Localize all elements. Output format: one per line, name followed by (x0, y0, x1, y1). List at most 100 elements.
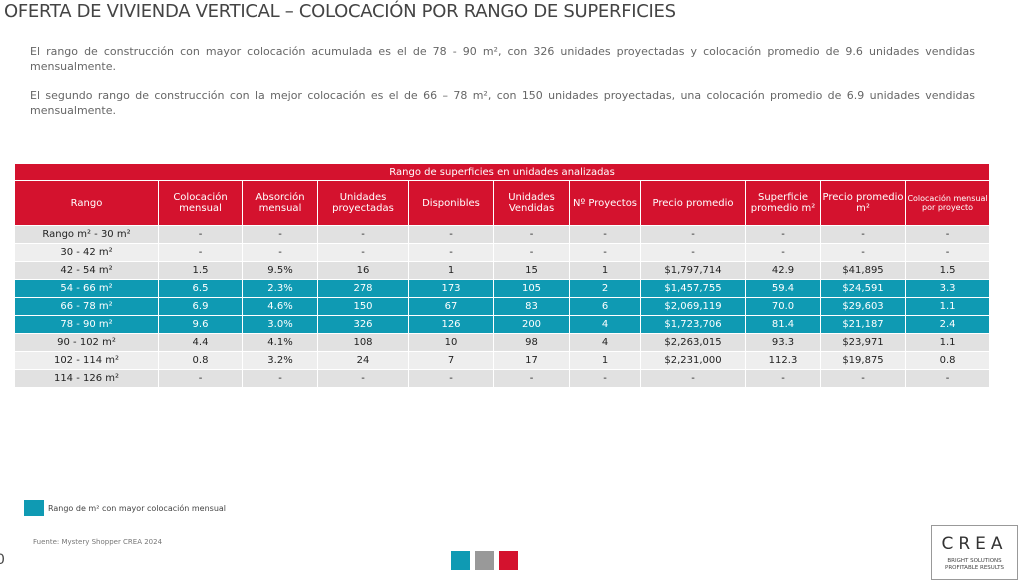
table-cell: 173 (408, 279, 494, 298)
logo: CREA BRIGHT SOLUTIONS PROFITABLE RESULTS (931, 525, 1018, 580)
title: OFERTA DE VIVIENDA VERTICAL – COLOCACIÓN… (4, 1, 676, 22)
table-cell: 42.9 (745, 261, 821, 280)
table-cell: 4 (569, 315, 641, 334)
decor-square (499, 551, 518, 570)
table-cell: 70.0 (745, 297, 821, 316)
table-cell: - (408, 225, 494, 244)
table-cell: 98 (493, 333, 570, 352)
table-cell: 108 (317, 333, 409, 352)
logo-tagline: PROFITABLE RESULTS (945, 565, 1004, 571)
table-cell: 6.5 (158, 279, 243, 298)
column-header: Unidades proyectadas (317, 180, 409, 226)
table-cell: - (493, 369, 570, 388)
table-row: Rango m² - 30 m² - - - - - - - - - - (14, 225, 991, 244)
table-cell: 90 - 102 m² (14, 333, 159, 352)
table-cell: - (158, 243, 243, 262)
table-cell: 150 (317, 297, 409, 316)
table-cell: $1,457,755 (640, 279, 746, 298)
table-cell: $24,591 (820, 279, 906, 298)
table-caption: Rango de superficies en unidades analiza… (13, 163, 991, 181)
table-cell: - (904, 243, 991, 262)
table-cell: 3.2% (242, 351, 318, 370)
table-cell: 4.6% (242, 297, 318, 316)
table-cell: 2.3% (242, 279, 318, 298)
column-header: Rango (14, 180, 159, 226)
table-cell: - (569, 243, 641, 262)
column-header: Nº Proyectos (569, 180, 641, 226)
table-cell: 7 (408, 351, 494, 370)
table-cell: 1 (569, 351, 641, 370)
table-cell: - (569, 369, 641, 388)
table-cell: 24 (317, 351, 409, 370)
table-cell: 66 - 78 m² (14, 297, 159, 316)
table-row: 42 - 54 m² 1.5 9.5% 16 1 15 1 $1,797,714 42.9 $41… (14, 261, 991, 280)
table-cell: 83 (493, 297, 570, 316)
logo-tagline: BRIGHT SOLUTIONS (947, 558, 1002, 564)
table-cell: 6 (569, 297, 641, 316)
table-cell: - (242, 225, 318, 244)
column-header: Disponibles (408, 180, 494, 226)
table-cell: - (408, 369, 494, 388)
table-cell: $2,069,119 (640, 297, 746, 316)
table-cell: $2,231,000 (640, 351, 746, 370)
table-cell: - (820, 369, 906, 388)
table-row: 54 - 66 m² 6.5 2.3% 278 173 105 2 $1,457,755 59.… (14, 279, 991, 298)
logo-name: CREA (941, 534, 1008, 554)
table-cell: 1.5 (904, 261, 991, 280)
table-cell: 54 - 66 m² (14, 279, 159, 298)
column-header: Precio promedio (640, 180, 746, 226)
table-cell: $41,895 (820, 261, 906, 280)
table-cell: - (904, 225, 991, 244)
table-cell: - (158, 369, 243, 388)
table-cell: 2 (569, 279, 641, 298)
column-header: Unidades Vendidas (493, 180, 570, 226)
table-cell: 6.9 (158, 297, 243, 316)
table-cell: 17 (493, 351, 570, 370)
table-cell: 10 (408, 333, 494, 352)
table-cell: - (745, 369, 821, 388)
table-cell: 105 (493, 279, 570, 298)
table-cell: 4 (569, 333, 641, 352)
table-row: 30 - 42 m² - - - - - - - - - - (14, 243, 991, 262)
table-cell: 93.3 (745, 333, 821, 352)
table-cell: $21,187 (820, 315, 906, 334)
column-header: Superficie promedio m² (745, 180, 821, 226)
table-cell: $1,723,706 (640, 315, 746, 334)
table-cell: $29,603 (820, 297, 906, 316)
table-cell: - (242, 369, 318, 388)
paragraph: El rango de construcción con mayor coloc… (30, 45, 975, 73)
table-cell: - (640, 369, 746, 388)
table-cell: 1 (408, 261, 494, 280)
table-row: 90 - 102 m² 4.4 4.1% 108 10 98 4 $2,263,015 93.3… (14, 333, 991, 352)
paragraph: El segundo rango de construcción con la … (30, 89, 975, 117)
table-cell: 59.4 (745, 279, 821, 298)
decor-square (475, 551, 494, 570)
table-cell: - (820, 243, 906, 262)
table-cell: - (158, 225, 243, 244)
data-table: Rango de superficies en unidades analiza… (13, 163, 991, 388)
table-cell: 42 - 54 m² (14, 261, 159, 280)
table-cell: 4.1% (242, 333, 318, 352)
table-cell: $1,797,714 (640, 261, 746, 280)
table-cell: 1.1 (904, 333, 991, 352)
table-cell: 78 - 90 m² (14, 315, 159, 334)
table-cell: - (820, 225, 906, 244)
column-header: Colocación mensual (158, 180, 243, 226)
table-cell: 0.8 (158, 351, 243, 370)
column-header: Absorción mensual (242, 180, 318, 226)
table-cell: 326 (317, 315, 409, 334)
table-cell: - (317, 243, 409, 262)
column-header: Colocación mensual por proyecto (904, 180, 991, 226)
table-cell: - (640, 225, 746, 244)
source: Fuente: Mystery Shopper CREA 2024 (33, 538, 163, 546)
table-cell: 112.3 (745, 351, 821, 370)
table-cell: 114 - 126 m² (14, 369, 159, 388)
table-cell: 9.6 (158, 315, 243, 334)
table-cell: - (640, 243, 746, 262)
table-row: 66 - 78 m² 6.9 4.6% 150 67 83 6 $2,069,119 70.0 $… (14, 297, 991, 316)
table-row: 102 - 114 m² 0.8 3.2% 24 7 17 1 $2,231,000 112.3… (14, 351, 991, 370)
table-cell: 2.4 (904, 315, 991, 334)
decor-square (451, 551, 470, 570)
table-cell: - (493, 225, 570, 244)
